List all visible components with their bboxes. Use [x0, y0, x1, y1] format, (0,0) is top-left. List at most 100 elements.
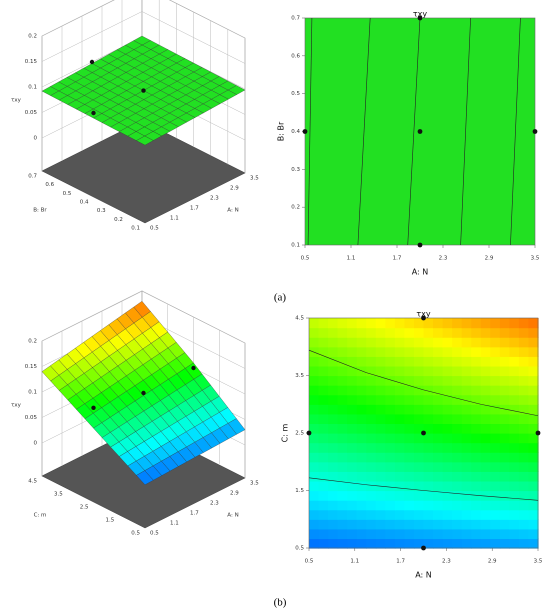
- contour-fill: [413, 385, 425, 396]
- contour-fill: [366, 452, 377, 463]
- contour-fill: [480, 365, 491, 377]
- contour-fill: [528, 471, 539, 482]
- contour-fill: [509, 461, 520, 472]
- contour-fill: [375, 318, 386, 329]
- contour-fill: [366, 365, 377, 377]
- contour-fill: [528, 404, 539, 415]
- contour-fill: [356, 480, 367, 492]
- contour-fill: [423, 365, 434, 377]
- contour-fill: [509, 538, 520, 549]
- contour-fill: [499, 337, 510, 348]
- contour-fill: [471, 346, 482, 357]
- contour-fill: [490, 404, 501, 415]
- contour-fill: [385, 423, 396, 434]
- contour-fill: [518, 509, 530, 520]
- contour-fill: [509, 509, 520, 520]
- contour-line: [307, 17, 313, 246]
- contour-fill: [528, 423, 539, 434]
- contour-fill: [490, 356, 501, 367]
- contour-fill: [375, 442, 386, 453]
- contour-fill: [337, 375, 348, 386]
- contour-fill: [452, 461, 463, 472]
- design-point: [417, 129, 423, 134]
- contour-fill: [480, 433, 491, 444]
- contour-fill: [413, 356, 425, 367]
- contour-fill: [480, 500, 491, 511]
- contour-fill: [509, 346, 520, 357]
- contour-fill: [528, 394, 539, 405]
- design-point: [417, 242, 423, 248]
- contour-fill: [328, 365, 339, 377]
- contour-fill: [442, 471, 453, 482]
- contour-fill: [356, 375, 367, 386]
- contour-fill: [309, 500, 320, 511]
- design-point: [91, 110, 96, 116]
- contour-fill: [433, 394, 444, 405]
- contour-fill: [413, 461, 425, 472]
- contour-fill: [328, 538, 339, 549]
- contour-fill: [461, 394, 472, 405]
- contour-fill: [499, 327, 510, 338]
- y-axis-label: B: Br: [277, 121, 286, 141]
- contour-line: [308, 349, 539, 417]
- contour-fill: [375, 433, 386, 444]
- contour-fill: [328, 413, 339, 425]
- contour-fill: [509, 471, 520, 482]
- contour-fill: [347, 413, 358, 425]
- contour-fill: [385, 385, 396, 396]
- contour-fill: [309, 519, 320, 530]
- contour-fill: [356, 394, 367, 405]
- contour-fill: [318, 490, 329, 501]
- contour-fill: [375, 385, 386, 396]
- y-axis-label: C: m: [34, 513, 47, 519]
- contour-fill: [309, 385, 320, 396]
- contour-fill: [318, 423, 329, 434]
- contour-fill: [347, 375, 358, 386]
- contour-fill: [385, 500, 396, 511]
- contour-fill: [328, 337, 339, 348]
- contour-fill: [518, 452, 530, 463]
- contour-fill: [518, 442, 530, 453]
- contour-fill: [461, 423, 472, 434]
- chart-title: τxy: [416, 310, 431, 319]
- contour-fill: [318, 480, 329, 492]
- contour-fill: [356, 528, 367, 540]
- contour-fill: [480, 356, 491, 367]
- contour-fill: [499, 480, 510, 492]
- contour-fill: [318, 452, 329, 463]
- contour-fill: [375, 509, 386, 520]
- contour-fill: [309, 471, 320, 482]
- contour-fill: [413, 433, 425, 444]
- contour-fill: [509, 413, 520, 425]
- contour-fill: [452, 433, 463, 444]
- contour-fill: [309, 375, 320, 386]
- contour-fill: [509, 375, 520, 386]
- contour-fill: [385, 356, 396, 367]
- contour-fill: [356, 327, 367, 338]
- contour-fill: [328, 509, 339, 520]
- contour-fill: [461, 433, 472, 444]
- y-tick-label: 0.4: [291, 129, 300, 135]
- contour-fill: [309, 346, 320, 357]
- contour-fill: [337, 327, 348, 338]
- contour-fill: [347, 500, 358, 511]
- contour-fill: [518, 318, 530, 329]
- contour-fill: [461, 500, 472, 511]
- contour-fill: [471, 509, 482, 520]
- contour-fill: [528, 356, 539, 367]
- contour-fill: [490, 337, 501, 348]
- contour-fill: [309, 461, 320, 472]
- contour-fill: [509, 528, 520, 540]
- contour-fill: [461, 413, 472, 425]
- contour-fill: [509, 452, 520, 463]
- x-tick-label: 3.5: [531, 256, 540, 262]
- contour-fill: [433, 452, 444, 463]
- contour-fill: [347, 452, 358, 463]
- contour-fill: [509, 356, 520, 367]
- contour-fill: [499, 528, 510, 540]
- contour-fill: [385, 375, 396, 386]
- contour-fill: [385, 365, 396, 377]
- contour-fill: [452, 365, 463, 377]
- contour-fill: [356, 500, 367, 511]
- contour-fill: [404, 327, 415, 338]
